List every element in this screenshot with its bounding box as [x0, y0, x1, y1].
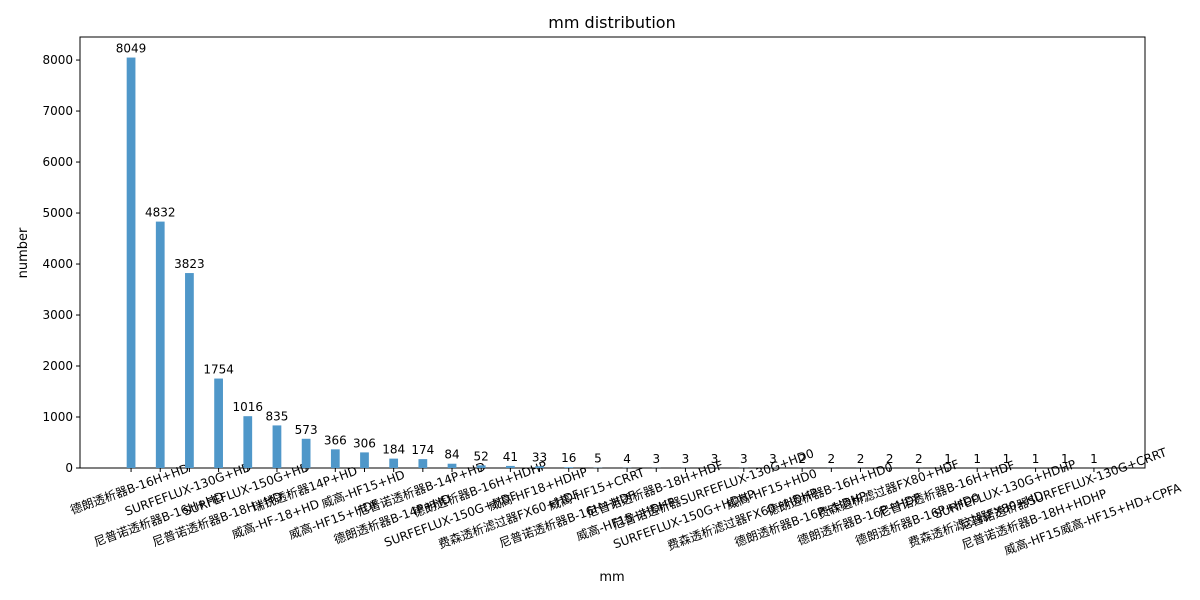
value-label: 1	[1061, 452, 1069, 466]
value-label: 306	[353, 436, 376, 450]
bar	[126, 57, 136, 468]
value-label: 2	[886, 452, 894, 466]
value-label: 1	[1003, 452, 1011, 466]
bar	[564, 467, 574, 468]
y-tick-label: 0	[65, 461, 73, 475]
value-label: 1754	[203, 363, 234, 377]
y-tick-label: 7000	[42, 104, 73, 118]
value-label: 4832	[145, 206, 176, 220]
value-label: 366	[324, 433, 347, 447]
y-tick-label: 6000	[42, 155, 73, 169]
bar	[447, 463, 457, 468]
value-label: 3	[740, 452, 748, 466]
bar	[330, 449, 340, 468]
plot-frame	[79, 36, 1146, 469]
value-label: 174	[411, 443, 434, 457]
y-tick-label: 2000	[42, 359, 73, 373]
bar	[185, 273, 194, 468]
bar	[301, 438, 311, 468]
y-tick-label: 8000	[42, 53, 73, 67]
value-label: 1	[973, 452, 981, 466]
value-label: 3	[652, 452, 660, 466]
y-tick-label: 1000	[42, 410, 73, 424]
bar	[389, 458, 399, 468]
value-label: 2	[915, 452, 923, 466]
chart-title: mm distribution	[548, 13, 675, 32]
value-label: 1016	[233, 400, 264, 414]
bar	[506, 465, 515, 468]
x-axis-label: mm	[599, 570, 624, 585]
value-label: 84	[444, 448, 459, 462]
value-label: 16	[561, 451, 576, 465]
value-label: 33	[532, 450, 547, 464]
value-label: 835	[265, 409, 288, 423]
value-label: 2	[798, 452, 806, 466]
value-label: 1	[1090, 452, 1098, 466]
bar	[476, 465, 486, 468]
value-label: 8049	[116, 42, 147, 56]
value-label: 184	[382, 443, 405, 457]
bar	[418, 459, 428, 468]
y-axis-label: number	[16, 227, 31, 278]
value-label: 3	[682, 452, 690, 466]
bar	[272, 425, 282, 468]
value-label: 2	[857, 452, 865, 466]
value-label: 52	[474, 449, 489, 463]
value-label: 5	[594, 452, 602, 466]
bar	[535, 466, 544, 468]
value-label: 2	[828, 452, 836, 466]
value-label: 3823	[174, 257, 205, 271]
y-tick-label: 4000	[42, 257, 73, 271]
value-label: 3	[711, 452, 719, 466]
bar	[360, 452, 369, 468]
value-label: 1	[1032, 452, 1040, 466]
bar	[243, 416, 253, 468]
y-tick-label: 5000	[42, 206, 73, 220]
value-label: 41	[503, 450, 518, 464]
value-label: 4	[623, 452, 631, 466]
bar	[214, 378, 223, 468]
value-label: 1	[944, 452, 952, 466]
value-label: 3	[769, 452, 777, 466]
y-tick-label: 3000	[42, 308, 73, 322]
value-label: 573	[295, 423, 318, 437]
bar	[155, 221, 165, 468]
